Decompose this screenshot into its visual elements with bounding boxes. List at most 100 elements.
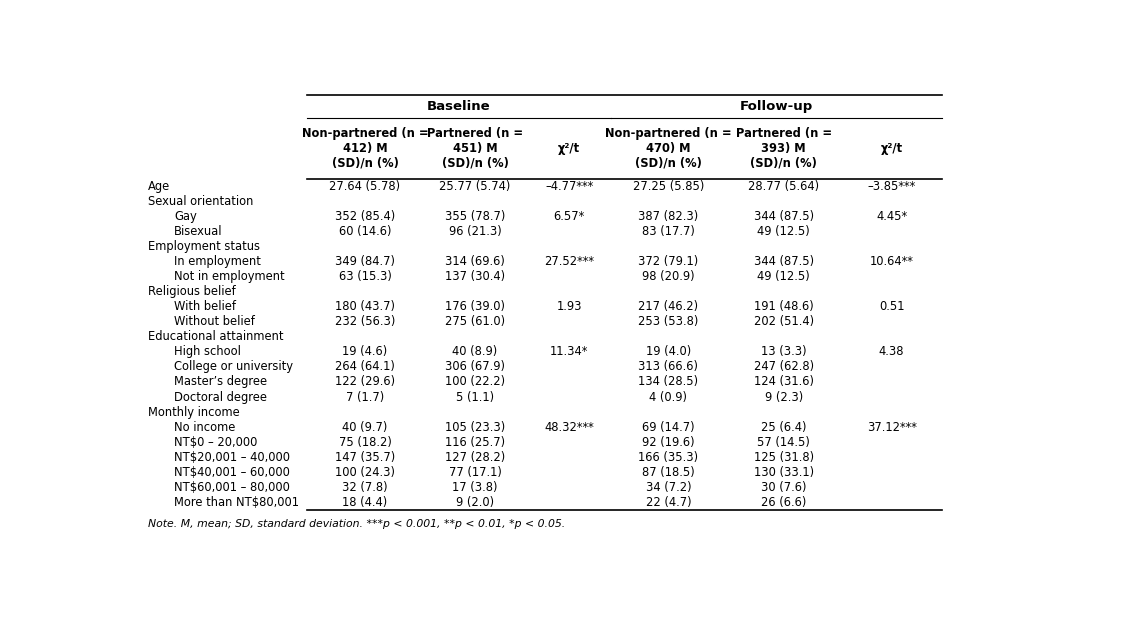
- Text: 5 (1.1): 5 (1.1): [456, 391, 493, 404]
- Text: NT$60,001 – 80,000: NT$60,001 – 80,000: [174, 481, 290, 493]
- Text: 57 (14.5): 57 (14.5): [757, 436, 811, 448]
- Text: More than NT$80,001: More than NT$80,001: [174, 496, 299, 508]
- Text: 470) M: 470) M: [646, 142, 690, 155]
- Text: 75 (18.2): 75 (18.2): [339, 436, 392, 448]
- Text: In employment: In employment: [174, 255, 261, 268]
- Text: 4 (0.9): 4 (0.9): [649, 391, 687, 404]
- Text: NT$0 – 20,000: NT$0 – 20,000: [174, 436, 258, 448]
- Text: Note. M, mean; SD, standard deviation. ***p < 0.001, **p < 0.01, *p < 0.05.: Note. M, mean; SD, standard deviation. *…: [148, 519, 564, 529]
- Text: χ²/t: χ²/t: [558, 142, 581, 155]
- Text: 49 (12.5): 49 (12.5): [758, 270, 811, 283]
- Text: 37.12***: 37.12***: [867, 421, 916, 434]
- Text: 217 (46.2): 217 (46.2): [639, 300, 698, 314]
- Text: (SD)/n (%): (SD)/n (%): [750, 157, 818, 170]
- Text: 105 (23.3): 105 (23.3): [445, 421, 505, 434]
- Text: With belief: With belief: [174, 300, 236, 314]
- Text: Bisexual: Bisexual: [174, 225, 222, 238]
- Text: 9 (2.3): 9 (2.3): [765, 391, 803, 404]
- Text: Sexual orientation: Sexual orientation: [148, 195, 253, 208]
- Text: 1.93: 1.93: [556, 300, 582, 314]
- Text: 11.34*: 11.34*: [550, 345, 589, 359]
- Text: 122 (29.6): 122 (29.6): [334, 376, 395, 389]
- Text: Doctoral degree: Doctoral degree: [174, 391, 267, 404]
- Text: College or university: College or university: [174, 361, 293, 374]
- Text: 116 (25.7): 116 (25.7): [445, 436, 505, 448]
- Text: 137 (30.4): 137 (30.4): [445, 270, 505, 283]
- Text: 176 (39.0): 176 (39.0): [445, 300, 505, 314]
- Text: Follow-up: Follow-up: [740, 100, 813, 113]
- Text: 63 (15.3): 63 (15.3): [339, 270, 392, 283]
- Text: 191 (48.6): 191 (48.6): [753, 300, 814, 314]
- Text: Non-partnered (n =: Non-partnered (n =: [301, 127, 428, 140]
- Text: 393) M: 393) M: [761, 142, 806, 155]
- Text: Baseline: Baseline: [427, 100, 491, 113]
- Text: Age: Age: [148, 180, 169, 193]
- Text: Employment status: Employment status: [148, 240, 260, 253]
- Text: 87 (18.5): 87 (18.5): [642, 466, 695, 478]
- Text: (SD)/n (%): (SD)/n (%): [635, 157, 702, 170]
- Text: 134 (28.5): 134 (28.5): [639, 376, 698, 389]
- Text: Non-partnered (n =: Non-partnered (n =: [606, 127, 732, 140]
- Text: 27.25 (5.85): 27.25 (5.85): [633, 180, 704, 193]
- Text: 13 (3.3): 13 (3.3): [761, 345, 806, 359]
- Text: 124 (31.6): 124 (31.6): [753, 376, 814, 389]
- Text: Partnered (n =: Partnered (n =: [736, 127, 832, 140]
- Text: 166 (35.3): 166 (35.3): [639, 451, 698, 463]
- Text: χ²/t: χ²/t: [881, 142, 902, 155]
- Text: 100 (24.3): 100 (24.3): [335, 466, 395, 478]
- Text: 314 (69.6): 314 (69.6): [445, 255, 505, 268]
- Text: 48.32***: 48.32***: [544, 421, 594, 434]
- Text: 30 (7.6): 30 (7.6): [761, 481, 806, 493]
- Text: 100 (22.2): 100 (22.2): [445, 376, 505, 389]
- Text: 147 (35.7): 147 (35.7): [334, 451, 395, 463]
- Text: –4.77***: –4.77***: [545, 180, 593, 193]
- Text: 69 (14.7): 69 (14.7): [642, 421, 695, 434]
- Text: 127 (28.2): 127 (28.2): [445, 451, 505, 463]
- Text: 180 (43.7): 180 (43.7): [335, 300, 395, 314]
- Text: 60 (14.6): 60 (14.6): [339, 225, 392, 238]
- Text: 27.64 (5.78): 27.64 (5.78): [330, 180, 401, 193]
- Text: 372 (79.1): 372 (79.1): [638, 255, 698, 268]
- Text: (SD)/n (%): (SD)/n (%): [332, 157, 398, 170]
- Text: 130 (33.1): 130 (33.1): [753, 466, 814, 478]
- Text: 77 (17.1): 77 (17.1): [449, 466, 502, 478]
- Text: No income: No income: [174, 421, 236, 434]
- Text: Monthly income: Monthly income: [148, 406, 239, 419]
- Text: 352 (85.4): 352 (85.4): [334, 210, 395, 223]
- Text: 387 (82.3): 387 (82.3): [638, 210, 698, 223]
- Text: 28.77 (5.64): 28.77 (5.64): [748, 180, 820, 193]
- Text: NT$20,001 – 40,000: NT$20,001 – 40,000: [174, 451, 290, 463]
- Text: 7 (1.7): 7 (1.7): [346, 391, 384, 404]
- Text: 98 (20.9): 98 (20.9): [642, 270, 695, 283]
- Text: (SD)/n (%): (SD)/n (%): [442, 157, 508, 170]
- Text: 19 (4.6): 19 (4.6): [342, 345, 388, 359]
- Text: 34 (7.2): 34 (7.2): [646, 481, 692, 493]
- Text: Gay: Gay: [174, 210, 197, 223]
- Text: 27.52***: 27.52***: [544, 255, 594, 268]
- Text: 26 (6.6): 26 (6.6): [761, 496, 806, 508]
- Text: –3.85***: –3.85***: [868, 180, 916, 193]
- Text: 40 (9.7): 40 (9.7): [342, 421, 388, 434]
- Text: 19 (4.0): 19 (4.0): [646, 345, 692, 359]
- Text: 412) M: 412) M: [342, 142, 387, 155]
- Text: 83 (17.7): 83 (17.7): [642, 225, 695, 238]
- Text: Master’s degree: Master’s degree: [174, 376, 267, 389]
- Text: 0.51: 0.51: [879, 300, 905, 314]
- Text: Not in employment: Not in employment: [174, 270, 285, 283]
- Text: 18 (4.4): 18 (4.4): [342, 496, 388, 508]
- Text: 355 (78.7): 355 (78.7): [444, 210, 505, 223]
- Text: 264 (64.1): 264 (64.1): [335, 361, 395, 374]
- Text: 202 (51.4): 202 (51.4): [753, 315, 814, 329]
- Text: 25.77 (5.74): 25.77 (5.74): [440, 180, 511, 193]
- Text: 9 (2.0): 9 (2.0): [456, 496, 493, 508]
- Text: 22 (4.7): 22 (4.7): [646, 496, 692, 508]
- Text: Educational attainment: Educational attainment: [148, 330, 283, 344]
- Text: 49 (12.5): 49 (12.5): [758, 225, 811, 238]
- Text: High school: High school: [174, 345, 242, 359]
- Text: 25 (6.4): 25 (6.4): [761, 421, 806, 434]
- Text: Partnered (n =: Partnered (n =: [427, 127, 523, 140]
- Text: 232 (56.3): 232 (56.3): [334, 315, 395, 329]
- Text: 253 (53.8): 253 (53.8): [638, 315, 698, 329]
- Text: 10.64**: 10.64**: [870, 255, 914, 268]
- Text: 40 (8.9): 40 (8.9): [452, 345, 498, 359]
